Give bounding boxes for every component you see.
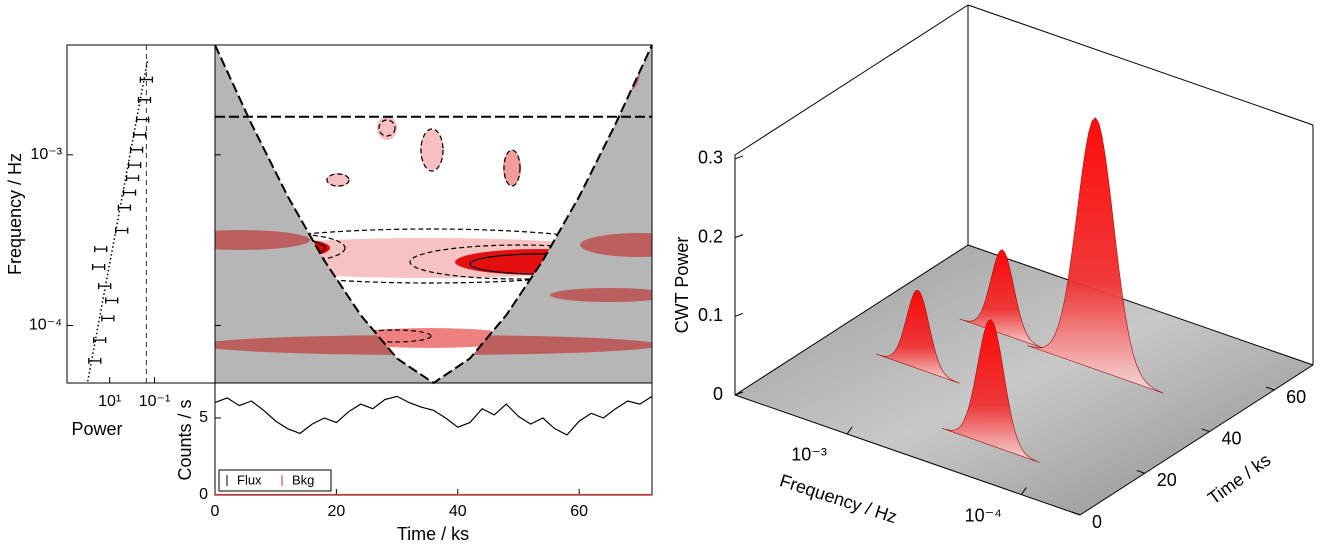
y-axis-label: Frequency / Hz	[5, 153, 25, 275]
frequency-tick-label: 10⁻³	[791, 445, 827, 465]
box-edge	[734, 4, 969, 156]
frequency-tick	[1020, 487, 1027, 495]
contour	[378, 119, 396, 137]
time-tick	[1265, 386, 1275, 391]
y-axis-label: Time / ks	[1204, 450, 1274, 509]
blob	[326, 173, 350, 187]
z-tick	[734, 234, 744, 239]
x-tick-label: 20	[327, 503, 345, 520]
spectrum-point	[91, 264, 106, 271]
contour	[503, 149, 521, 187]
series-line	[214, 395, 653, 436]
legend-box	[218, 469, 332, 492]
fit-line	[86, 59, 149, 382]
y-tick-label: 0	[199, 486, 208, 503]
time-tick-label: 0	[1092, 512, 1102, 532]
x-axis-label: Power	[71, 419, 122, 439]
contour	[420, 128, 444, 172]
spectrum-point	[125, 175, 140, 182]
spectrum-point	[137, 96, 152, 103]
x-tick-label: 10⁻¹	[139, 393, 171, 410]
peak	[959, 249, 1046, 350]
spectrum-point	[101, 315, 115, 322]
z-tick-label: 0.2	[698, 226, 723, 246]
time-tick-label: 20	[1157, 470, 1177, 490]
z-axis-label: CWT Power	[672, 237, 692, 334]
spectrum-point	[139, 76, 154, 83]
x-tick-label: 60	[570, 503, 588, 520]
y-tick-label: 10⁻⁴	[29, 317, 62, 334]
spectrum-point	[127, 162, 142, 169]
band	[580, 233, 652, 257]
spectrum-point	[88, 357, 102, 364]
legend-label: Flux	[237, 472, 262, 487]
spectrum-point	[98, 283, 112, 290]
spectrum-point	[105, 297, 119, 304]
y-tick-label: 10⁻³	[30, 146, 62, 163]
spectrum-frame	[66, 44, 216, 384]
blob	[420, 130, 444, 170]
spectrum-point	[122, 189, 137, 196]
blob	[503, 150, 521, 186]
band	[550, 288, 652, 302]
box-edge	[734, 244, 969, 396]
contour	[326, 173, 350, 187]
x-tick-label: 10¹	[98, 393, 121, 410]
z-tick	[734, 391, 744, 396]
spectrum-point	[132, 131, 147, 138]
peak	[1027, 117, 1164, 394]
y-axis-label: Counts / s	[175, 399, 195, 480]
time-tick	[1071, 511, 1081, 516]
time-tick	[1136, 469, 1145, 474]
box-edge	[967, 244, 1314, 366]
band	[215, 230, 310, 250]
legend-label: Bkg	[292, 472, 314, 487]
wavelet-map	[215, 45, 652, 383]
z-tick	[734, 155, 744, 160]
x-axis-label: Time / ks	[397, 524, 469, 544]
legend: Flux Bkg	[218, 469, 332, 492]
spectrum-point	[135, 116, 150, 123]
spectrum-point	[117, 204, 132, 211]
frequency-tick-label: 10⁻⁴	[965, 505, 1002, 525]
z-tick-label: 0	[713, 384, 723, 404]
box-edge	[734, 394, 1081, 516]
frequency-tick	[846, 426, 853, 435]
cone-of-influence	[214, 44, 653, 385]
z-tick-label: 0.3	[698, 148, 723, 168]
peak	[941, 319, 1040, 463]
spectrum-point	[129, 146, 144, 153]
z-tick	[734, 312, 744, 317]
spectrum-point	[115, 227, 129, 234]
x-tick-label: 0	[211, 503, 220, 520]
x-tick-label: 40	[449, 503, 467, 520]
z-tick-label: 0.1	[698, 305, 723, 325]
spectrum-point	[94, 246, 108, 253]
peak	[875, 289, 960, 384]
spectrum-point	[92, 337, 107, 344]
y-tick-label: 5	[199, 409, 208, 426]
x-axis-label: Frequency / Hz	[777, 470, 899, 527]
time-tick-label: 60	[1286, 387, 1306, 407]
floor	[735, 245, 1313, 515]
box-edge	[967, 4, 1314, 126]
time-tick	[1201, 428, 1210, 433]
time-tick-label: 40	[1221, 428, 1241, 448]
